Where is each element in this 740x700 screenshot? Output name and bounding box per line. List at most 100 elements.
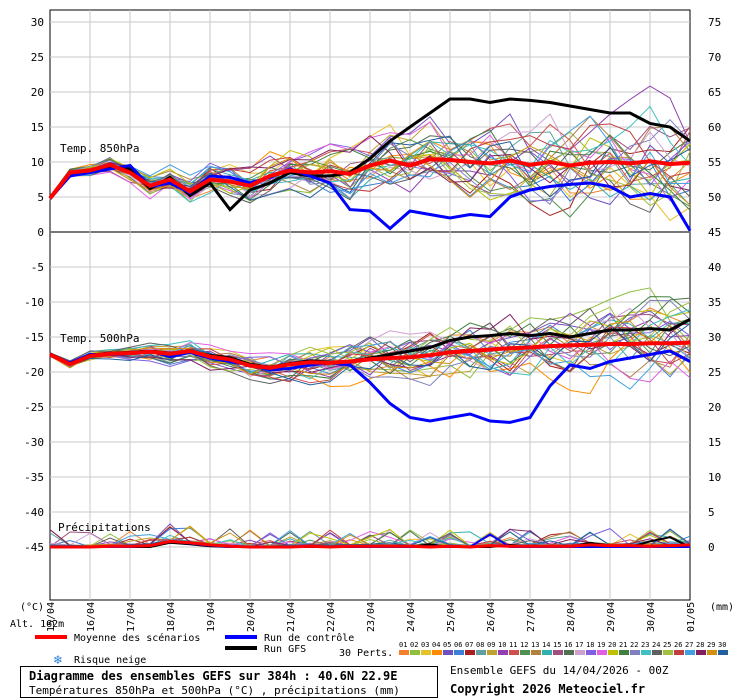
left-axis-unit: (°C) bbox=[20, 602, 44, 613]
main-series bbox=[48, 97, 692, 549]
label-t850: Temp. 850hPa bbox=[60, 142, 139, 155]
x-tick-label: 28/04 bbox=[566, 602, 577, 632]
pert-number: 27 bbox=[685, 641, 693, 649]
x-tick-label: 15/04 bbox=[46, 602, 57, 632]
left-axis-ticks: 30 25 20 15 10 5 0 -5 -10 -15 -20 -25 -30 -35 -40 -45 bbox=[24, 16, 44, 554]
x-tick-label: 27/04 bbox=[526, 602, 537, 632]
x-tick-label: 19/04 bbox=[206, 602, 217, 632]
right-axis-unit: (mm) bbox=[710, 602, 734, 613]
pert-number: 22 bbox=[630, 641, 638, 649]
x-tick-label: 23/04 bbox=[366, 602, 377, 632]
pert-number: 09 bbox=[487, 641, 495, 649]
pert-number: 06 bbox=[454, 641, 462, 649]
left-tick-label: 0 bbox=[37, 226, 44, 239]
pert-number: 21 bbox=[619, 641, 627, 649]
member-t500-line bbox=[49, 307, 691, 385]
pert-number: 07 bbox=[465, 641, 473, 649]
x-axis-ticks: 15/04 16/04 17/04 18/04 19/04 20/04 21/04 22/04… bbox=[46, 602, 697, 632]
pert-number: 23 bbox=[641, 641, 649, 649]
pert-swatch bbox=[718, 650, 728, 655]
pert-swatch bbox=[498, 650, 508, 655]
pert-swatch bbox=[520, 650, 530, 655]
right-tick-label: 25 bbox=[708, 366, 721, 379]
left-tick-label: -20 bbox=[24, 366, 44, 379]
pert-number: 28 bbox=[696, 641, 704, 649]
pert-number: 24 bbox=[652, 641, 660, 649]
x-tick-label: 24/04 bbox=[406, 602, 417, 632]
pert-swatch bbox=[553, 650, 563, 655]
pert-number: 05 bbox=[443, 641, 451, 649]
legend-mean-label: Moyenne des scénarios bbox=[74, 632, 200, 644]
pert-swatch bbox=[641, 650, 651, 655]
series-t850-line bbox=[48, 157, 691, 200]
right-tick-label: 70 bbox=[708, 51, 721, 64]
copyright: Copyright 2026 Meteociel.fr bbox=[450, 682, 646, 696]
pert-swatch bbox=[509, 650, 519, 655]
left-tick-label: 25 bbox=[31, 51, 44, 64]
footer-subtitle: Températures 850hPa et 500hPa (°C) , pré… bbox=[29, 684, 400, 697]
pert-number: 17 bbox=[575, 641, 583, 649]
legend: Moyenne des scénarios Run de contrôle Ru… bbox=[35, 632, 728, 667]
pert-swatch bbox=[619, 650, 629, 655]
pert-number: 04 bbox=[432, 641, 440, 649]
snowflake-icon: ❄ bbox=[53, 653, 63, 667]
pert-number: 14 bbox=[542, 641, 550, 649]
right-tick-label: 5 bbox=[708, 506, 715, 519]
member-t500-line bbox=[49, 320, 691, 376]
x-tick-label: 25/04 bbox=[446, 602, 457, 632]
left-tick-label: 30 bbox=[31, 16, 44, 29]
left-tick-label: -30 bbox=[24, 436, 44, 449]
pert-number: 08 bbox=[476, 641, 484, 649]
pert-swatch bbox=[707, 650, 717, 655]
x-tick-label: 21/04 bbox=[286, 602, 297, 632]
right-tick-label: 65 bbox=[708, 86, 721, 99]
right-tick-label: 0 bbox=[708, 541, 715, 554]
x-tick-label: 18/04 bbox=[166, 602, 177, 632]
right-tick-label: 75 bbox=[708, 16, 721, 29]
footer-box: Diagramme des ensembles GEFS sur 384h : … bbox=[20, 666, 438, 698]
right-tick-label: 45 bbox=[708, 226, 721, 239]
pert-swatch bbox=[608, 650, 618, 655]
pert-number: 01 bbox=[399, 641, 407, 649]
pert-swatch bbox=[432, 650, 442, 655]
right-tick-label: 35 bbox=[708, 296, 721, 309]
member-t850-line bbox=[49, 139, 691, 218]
x-tick-label: 16/04 bbox=[86, 602, 97, 632]
x-tick-label: 20/04 bbox=[246, 602, 257, 632]
left-tick-label: -35 bbox=[24, 471, 44, 484]
left-tick-label: 5 bbox=[37, 191, 44, 204]
legend-gfs-label: Run GFS bbox=[264, 644, 306, 655]
x-tick-label: 29/04 bbox=[606, 602, 617, 632]
pert-number: 11 bbox=[509, 641, 517, 649]
right-tick-label: 20 bbox=[708, 401, 721, 414]
pert-swatch bbox=[399, 650, 409, 655]
pert-number: 16 bbox=[564, 641, 572, 649]
left-tick-label: -5 bbox=[31, 261, 44, 274]
label-t500: Temp. 500hPa bbox=[60, 332, 139, 345]
member-t850-line bbox=[49, 156, 691, 202]
series-t500-line bbox=[49, 340, 691, 370]
pert-swatch bbox=[465, 650, 475, 655]
member-t850-line bbox=[49, 121, 691, 202]
label-precip: Précipitations bbox=[58, 521, 151, 534]
pert-swatch bbox=[487, 650, 497, 655]
ensemble-run-label: Ensemble GEFS du 14/04/2026 - 00Z bbox=[450, 664, 669, 677]
pert-number: 19 bbox=[597, 641, 605, 649]
pert-number: 02 bbox=[410, 641, 418, 649]
pert-number: 20 bbox=[608, 641, 616, 649]
left-tick-label: -25 bbox=[24, 401, 44, 414]
pert-number: 26 bbox=[674, 641, 682, 649]
pert-swatch bbox=[443, 650, 453, 655]
x-tick-label: 01/05 bbox=[686, 602, 697, 632]
altitude-label: Alt. 162m bbox=[10, 619, 64, 630]
x-tick-label: 22/04 bbox=[326, 602, 337, 632]
left-tick-label: -45 bbox=[24, 541, 44, 554]
right-tick-label: 40 bbox=[708, 261, 721, 274]
left-tick-label: -15 bbox=[24, 331, 44, 344]
pert-swatch bbox=[696, 650, 706, 655]
pert-number: 15 bbox=[553, 641, 561, 649]
pert-swatch bbox=[597, 650, 607, 655]
right-tick-label: 60 bbox=[708, 121, 721, 134]
right-tick-label: 15 bbox=[708, 436, 721, 449]
